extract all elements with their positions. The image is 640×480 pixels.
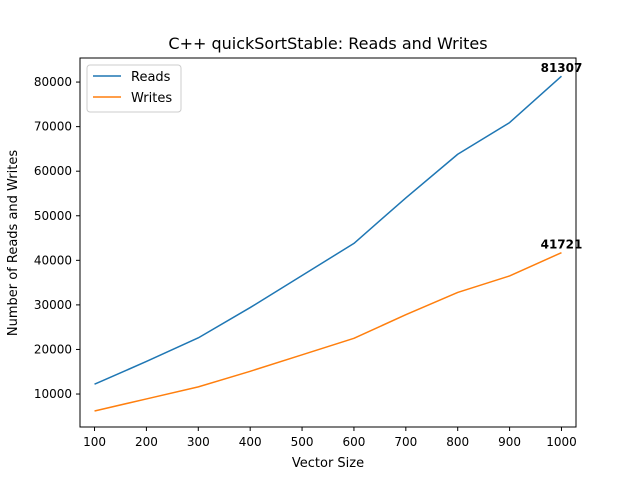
x-axis: 100 200 300 400 500 600 700 800 900 1000: [83, 427, 577, 449]
plot-frame: [79, 57, 577, 428]
legend: Reads Writes: [86, 64, 182, 113]
x-tick-label: 800: [446, 435, 469, 449]
x-tick-label: 100: [83, 435, 106, 449]
y-tick-label: 10000: [34, 387, 72, 401]
data-label: 41721: [541, 238, 583, 252]
y-axis: 10000 20000 30000 40000 50000 60000 70000 80000: [34, 75, 80, 401]
plot-lines: [94, 75, 562, 412]
chart-title: C++ quickSortStable: Reads and Writes: [168, 34, 487, 53]
y-tick-label: 70000: [34, 120, 72, 134]
x-tick-label: 600: [342, 435, 365, 449]
y-tick-label: 20000: [34, 342, 72, 356]
x-axis-label: Vector Size: [292, 456, 364, 471]
x-tick-label: 500: [291, 435, 314, 449]
x-tick-label: 900: [498, 435, 521, 449]
y-tick-label: 50000: [34, 209, 72, 223]
x-tick-label: 700: [394, 435, 417, 449]
legend-label-reads: Reads: [131, 70, 171, 85]
y-tick-label: 30000: [34, 298, 72, 312]
y-tick-label: 40000: [34, 253, 72, 267]
annotations: 81307 41721: [541, 61, 583, 251]
y-tick-label: 80000: [34, 75, 72, 89]
data-label: 81307: [541, 61, 583, 75]
x-tick-label: 400: [239, 435, 262, 449]
series-line-reads: [94, 75, 562, 385]
x-tick-label: 200: [135, 435, 158, 449]
y-axis-label: Number of Reads and Writes: [6, 150, 21, 336]
x-tick-label: 1000: [546, 435, 577, 449]
x-tick-label: 300: [187, 435, 210, 449]
series-line-writes: [94, 251, 562, 412]
legend-label-writes: Writes: [131, 91, 172, 106]
y-tick-label: 60000: [34, 164, 72, 178]
